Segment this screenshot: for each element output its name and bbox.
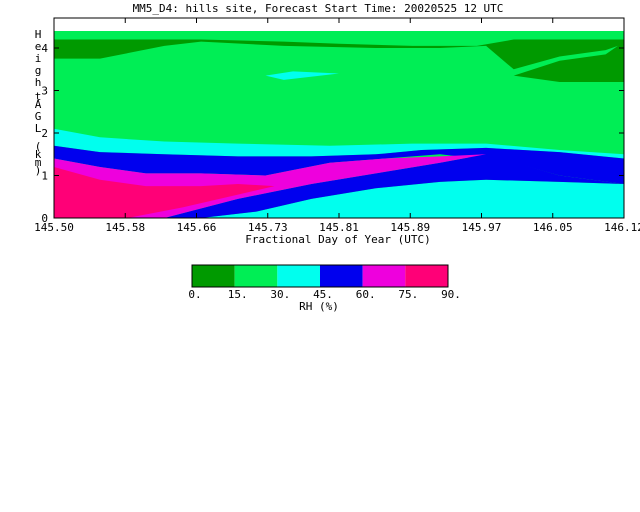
y-label-char: L [35, 122, 42, 135]
y-tick-label: 0 [41, 212, 48, 225]
x-tick-label: 145.89 [390, 221, 430, 234]
chart-title: MM5_D4: hills site, Forecast Start Time:… [133, 2, 504, 15]
y-label-char: G [35, 110, 42, 123]
y-label-char: h [35, 76, 42, 89]
x-tick-label: 145.66 [177, 221, 217, 234]
colorbar-swatch [405, 265, 448, 287]
rh-dry-pocket-right [513, 41, 624, 82]
y-label-char: H [35, 28, 42, 41]
rh-band-6 [54, 167, 275, 218]
colorbar-level: 30. [270, 288, 290, 301]
colorbar-swatch [362, 265, 406, 287]
colorbar-level: 90. [441, 288, 461, 301]
colorbar-label: RH (%) [299, 300, 339, 313]
y-label-char: ( [35, 140, 42, 153]
x-tick-label: 145.58 [105, 221, 145, 234]
y-label-char: ) [35, 164, 42, 177]
rh-band-0 [54, 31, 624, 155]
y-label-char: g [35, 64, 42, 77]
rh-patch-0 [265, 71, 339, 80]
x-tick-label: 146.05 [533, 221, 573, 234]
y-tick-label: 3 [41, 85, 48, 98]
colorbar-level: 75. [398, 288, 418, 301]
x-tick-label: 145.97 [462, 221, 502, 234]
x-tick-label: 145.73 [248, 221, 288, 234]
colorbar-level: 15. [228, 288, 248, 301]
colorbar-level: 60. [356, 288, 376, 301]
colorbar-swatch [277, 265, 320, 287]
colorbar-swatch [192, 265, 235, 287]
colorbar-level: 0. [188, 288, 201, 301]
x-tick-label: 145.81 [319, 221, 359, 234]
y-tick-label: 2 [41, 127, 48, 140]
y-label-char: k [35, 148, 42, 161]
x-axis: 145.50 145.58 145.66 145.73 145.81 145.89 145.… [34, 18, 640, 234]
y-label-char: e [35, 40, 42, 53]
colorbar-swatch [320, 265, 363, 287]
x-tick-label: 145.50 [34, 221, 74, 234]
colorbar-frame [191, 264, 449, 288]
y-label-char: A [35, 98, 42, 111]
rh-band-1 [54, 128, 624, 159]
plot-area [54, 18, 625, 218]
y-tick-label: 1 [41, 170, 48, 183]
rh-band-3 [201, 179, 624, 218]
colorbar-level: 45. [313, 288, 333, 301]
colorbar: 0. 15. 30. 45. 60. 75. 90. [188, 264, 461, 301]
y-axis: 0 1 2 3 4 [41, 42, 624, 225]
x-axis-label: Fractional Day of Year (UTC) [245, 233, 430, 246]
x-tick-label: 146.12 [604, 221, 640, 234]
y-label-char: t [35, 90, 42, 103]
y-tick-label: 4 [41, 42, 48, 55]
y-label-char: m [35, 156, 42, 169]
rh-band-4 [164, 154, 625, 218]
rh-dry-layer [54, 39, 624, 70]
colorbar-swatch [234, 265, 278, 287]
y-label-char: i [35, 52, 42, 65]
